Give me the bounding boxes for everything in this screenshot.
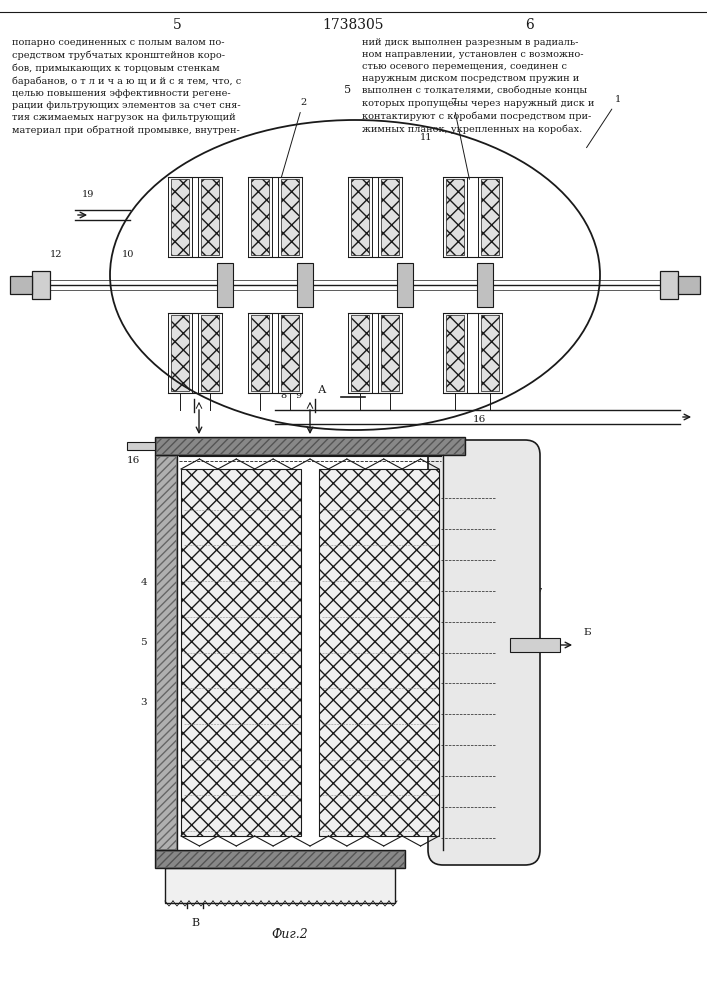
Text: 12: 12 [50,250,62,259]
Text: 6: 6 [525,18,534,32]
Bar [381,179,399,255]
Bar [32,271,50,299]
Bar [168,313,192,393]
Bar [251,179,269,255]
Bar [156,438,464,454]
Bar [156,456,176,849]
Text: 7: 7 [450,98,469,179]
Text: 5: 5 [344,85,351,95]
Bar [678,276,700,294]
Bar [201,315,219,391]
Bar [319,469,439,836]
Bar [481,179,499,255]
Text: 3: 3 [141,698,147,707]
Text: 4: 4 [141,578,147,587]
Text: 17: 17 [444,838,457,847]
Text: 7: 7 [535,588,542,597]
Bar [281,179,299,255]
Bar [281,315,299,391]
Bar [348,313,372,393]
Text: 19: 19 [82,190,94,199]
Text: 11: 11 [420,133,433,142]
Bar [251,315,269,391]
Bar [248,177,272,257]
Bar [378,177,402,257]
Text: Фиг.1: Фиг.1 [435,446,469,459]
Bar [446,179,464,255]
Text: 1: 1 [587,95,621,148]
Bar [155,850,405,868]
Text: 8: 8 [280,391,286,400]
Bar [278,313,302,393]
Bar [443,313,467,393]
Text: 2: 2 [281,98,306,179]
Bar [171,179,189,255]
Bar [378,313,402,393]
Bar [248,313,272,393]
Text: А: А [318,385,327,395]
Bar [446,315,464,391]
Text: 6: 6 [385,437,391,446]
Text: 5: 5 [141,638,147,647]
Bar [156,851,404,867]
Text: В: В [191,918,199,928]
Bar [510,638,560,652]
Bar [10,276,32,294]
Bar [481,315,499,391]
Bar [381,315,399,391]
Text: 10: 10 [122,250,134,259]
Bar [351,179,369,255]
Bar [443,177,467,257]
Bar [201,179,219,255]
Bar [181,469,301,836]
Text: 15: 15 [303,880,317,890]
Bar [217,263,233,307]
Text: 9: 9 [295,391,301,400]
Bar [155,455,177,850]
Bar [397,263,413,307]
Bar [198,313,222,393]
Bar [348,177,372,257]
Text: Фиг.2: Фиг.2 [271,928,308,941]
Bar [198,177,222,257]
Bar [127,442,155,450]
Bar [297,263,313,307]
Text: Б: Б [583,628,590,637]
Bar [278,177,302,257]
Text: I: I [349,372,356,390]
Text: 1738305: 1738305 [322,18,384,32]
Text: попарно соединенных с полым валом по-
средством трубчатых кронштейнов коро-
бов,: попарно соединенных с полым валом по- ср… [12,38,241,135]
Text: ний диск выполнен разрезным в радиаль-
ном направлении, установлен с возможно-
с: ний диск выполнен разрезным в радиаль- н… [362,38,595,133]
Bar [351,315,369,391]
Text: 16: 16 [473,415,486,424]
Bar [165,868,395,903]
Text: В: В [183,385,191,395]
Bar [168,177,192,257]
Text: 16: 16 [127,456,140,465]
Bar [478,177,502,257]
Bar [477,263,493,307]
FancyBboxPatch shape [428,440,540,865]
Bar [171,315,189,391]
Bar [478,313,502,393]
Text: 5: 5 [173,18,182,32]
Bar [660,271,678,299]
Bar [155,437,465,455]
